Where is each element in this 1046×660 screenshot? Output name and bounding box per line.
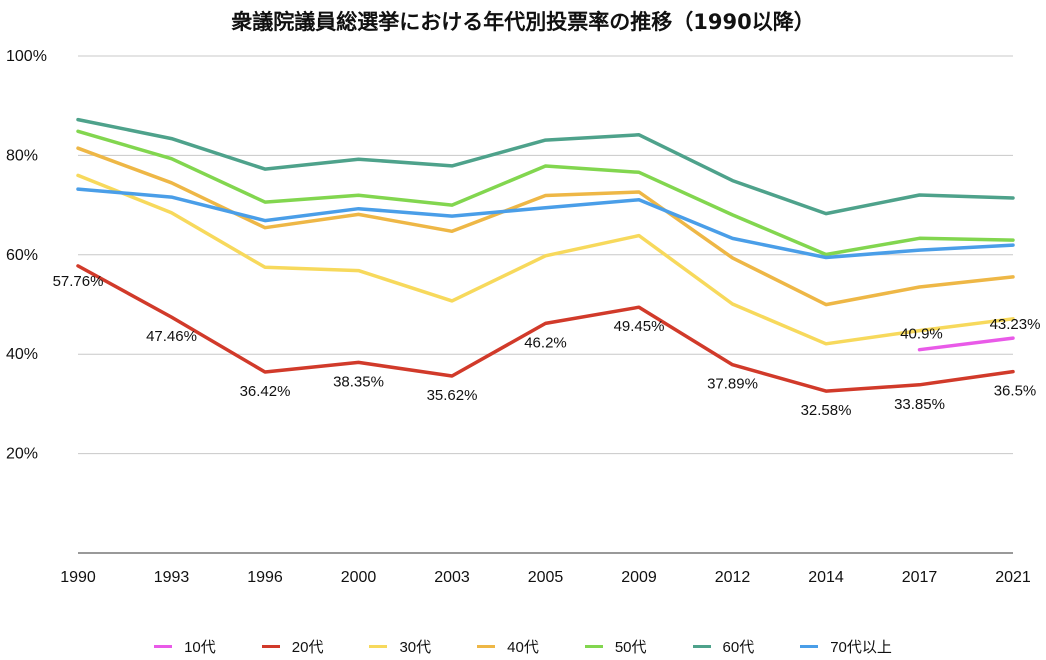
legend-swatch xyxy=(369,645,388,648)
legend-label: 20代 xyxy=(291,639,324,656)
legend-label: 40代 xyxy=(507,639,539,656)
legend-label: 70代以上 xyxy=(830,639,892,656)
legend-item: 10代 xyxy=(154,636,216,657)
x-tick-label: 2005 xyxy=(528,569,564,586)
legend-item: 20代 xyxy=(261,636,324,657)
legend-swatch xyxy=(692,645,711,648)
y-tick-label: 20% xyxy=(6,446,38,463)
series-line xyxy=(917,336,1015,352)
legend-item: 50代 xyxy=(584,636,647,657)
series-line xyxy=(76,129,1015,257)
series-line xyxy=(76,187,1015,260)
y-tick-label: 80% xyxy=(6,147,38,164)
x-tick-label: 2017 xyxy=(902,569,938,586)
series-lines xyxy=(76,117,1015,393)
x-tick-label: 1990 xyxy=(60,569,96,586)
data-label: 37.89% xyxy=(707,376,758,393)
y-tick-label: 100% xyxy=(6,48,47,65)
series-line xyxy=(76,173,1015,346)
line-chart: 20% 40% 60% 80% 100% 1990 1993 1996 2000 2003 200… xyxy=(6,48,1041,586)
legend-label: 60代 xyxy=(722,639,755,656)
data-label: 33.85% xyxy=(894,396,945,413)
data-label: 46.2% xyxy=(524,334,567,351)
data-label: 43.23% xyxy=(990,316,1041,333)
legend-swatch xyxy=(584,645,603,648)
legend-item: 70代以上 xyxy=(800,636,892,657)
y-axis-ticks: 20% 40% 60% 80% 100% xyxy=(6,48,47,463)
series-line xyxy=(76,264,1015,393)
data-label: 32.58% xyxy=(801,402,852,419)
legend-swatch xyxy=(800,645,819,648)
legend-swatch xyxy=(154,645,173,648)
series-line xyxy=(76,146,1015,307)
x-tick-label: 2009 xyxy=(621,569,657,586)
x-tick-label: 1996 xyxy=(247,569,283,586)
legend-item: 40代 xyxy=(477,636,539,657)
grid-lines xyxy=(78,55,1013,554)
legend-label: 10代 xyxy=(184,639,216,656)
legend-swatch xyxy=(477,645,496,648)
legend-swatch xyxy=(261,645,280,648)
legend: 10代 20代 30代 40代 50代 60代 70代以上 xyxy=(0,636,1046,657)
x-tick-label: 2021 xyxy=(995,569,1031,586)
x-axis-ticks: 1990 1993 1996 2000 2003 2005 2009 2012 2014 2017… xyxy=(60,569,1031,586)
data-label: 36.42% xyxy=(240,383,291,400)
chart-title: 衆議院議員総選挙における年代別投票率の推移（1990以降） xyxy=(231,10,815,34)
x-tick-label: 1993 xyxy=(154,569,190,586)
legend-item: 30代 xyxy=(369,636,431,657)
data-label: 38.35% xyxy=(333,373,384,390)
data-label: 47.46% xyxy=(146,328,197,345)
legend-label: 30代 xyxy=(399,639,432,656)
x-tick-label: 2014 xyxy=(808,569,844,586)
data-label: 57.76% xyxy=(53,273,104,290)
data-label: 36.5% xyxy=(994,383,1037,400)
series-line xyxy=(76,117,1015,216)
data-label: 49.45% xyxy=(614,318,665,335)
x-tick-label: 2012 xyxy=(715,569,751,586)
legend-item: 60代 xyxy=(692,636,755,657)
data-label: 40.9% xyxy=(900,326,943,343)
legend-label: 50代 xyxy=(614,639,647,656)
data-label: 35.62% xyxy=(427,387,478,404)
y-tick-label: 60% xyxy=(6,247,38,264)
x-tick-label: 2003 xyxy=(434,569,470,586)
y-tick-label: 40% xyxy=(6,346,38,363)
x-tick-label: 2000 xyxy=(341,569,377,586)
data-labels: 57.76% 47.46% 36.42% 38.35% 35.62% 46.2% 49.45… xyxy=(53,273,1041,419)
